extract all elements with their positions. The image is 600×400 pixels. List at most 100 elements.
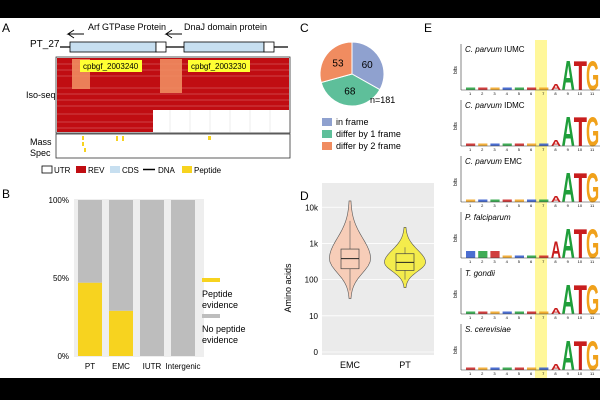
iso-salmon-block-2 [160, 59, 182, 93]
pie-legend-label: differ by 2 frame [336, 141, 401, 151]
top-black-bar [0, 0, 600, 18]
logo-position-tick: 8 [554, 315, 557, 320]
panel-d-y-label: Amino acids [283, 263, 293, 313]
logo-position-tick: 2 [481, 315, 484, 320]
logo-noise-mark [527, 255, 537, 258]
logo-highlight-letter: A [551, 237, 561, 264]
peptide-mark [116, 136, 118, 141]
logo-position-tick: 6 [530, 203, 533, 208]
logo-noise-mark [539, 311, 549, 314]
peptide-mark [82, 142, 84, 146]
pie-legend-swatch [322, 142, 332, 150]
logo-position-tick: 7 [542, 371, 545, 376]
legend-utr-label: UTR [54, 166, 71, 175]
logo-position-tick: 1 [469, 371, 472, 376]
logo-position-tick: 2 [481, 91, 484, 96]
logo-position-tick: 8 [554, 203, 557, 208]
panel-c-pie: 60 68 53 [319, 41, 385, 107]
legend-no-peptide-line2: evidence [202, 335, 238, 345]
logo-noise-mark [539, 255, 549, 258]
logo-noise-mark [490, 367, 500, 370]
logo-position-tick: 1 [469, 259, 472, 264]
logo-atg-letter: T [574, 164, 587, 211]
legend-peptide-label: Peptide [194, 166, 222, 175]
logo-position-tick: 9 [567, 371, 570, 376]
logo-species-label: P. falciparum [465, 213, 511, 222]
logo-position-tick: 4 [506, 91, 509, 96]
logo-position-tick: 9 [567, 259, 570, 264]
panel-d-x-tick: EMC [340, 360, 361, 370]
logo-noise-mark [502, 367, 512, 370]
panel-b-x-tick: IUTR [143, 362, 162, 371]
mass-label-1: Mass [30, 137, 52, 147]
logo-position-tick: 2 [481, 259, 484, 264]
pie-slice [319, 41, 353, 84]
pie-legend-label: in frame [336, 117, 369, 127]
pie-slice [320, 73, 381, 107]
logo-position-tick: 3 [493, 203, 496, 208]
logo-bits-label: bits [453, 346, 459, 354]
gene2-cds [183, 41, 265, 53]
logo-position-tick: 10 [578, 315, 583, 320]
legend-rev-label: REV [88, 166, 105, 175]
legend-no-peptide-line1: No peptide [202, 324, 246, 334]
logo-noise-mark [478, 367, 488, 370]
logo-position-tick: 7 [542, 259, 545, 264]
logo-species-label: C. parvum IUMC [465, 45, 525, 54]
logo-position-tick: 5 [518, 259, 521, 264]
logo-position-tick: 5 [518, 315, 521, 320]
peptide-mark [84, 148, 86, 152]
logo-position-tick: 7 [542, 91, 545, 96]
panel-b-y-axis: 0% 50% 100% [49, 196, 69, 361]
panel-c-legend: in frame differ by 1 frame differ by 2 fra… [322, 117, 401, 151]
figure: A PT_27 Arf GTPase Protein DnaJ domain p… [0, 18, 600, 379]
logo-position-tick: 5 [518, 371, 521, 376]
panel-b-y-tick: 50% [53, 274, 69, 283]
logo-position-tick: 7 [542, 147, 545, 152]
logo-highlight-letter: A [551, 195, 562, 204]
legend-utr-swatch [41, 165, 53, 174]
logo-position-tick: 3 [493, 371, 496, 376]
bar-segment [109, 310, 133, 356]
logo-noise-mark [539, 87, 549, 90]
peptide-mark [82, 136, 84, 140]
bar-segment [78, 200, 102, 283]
panel-b-x-tick: Intergenic [165, 362, 200, 371]
logo-position-tick: 2 [481, 371, 484, 376]
logo-position-tick: 1 [469, 147, 472, 152]
logo-position-tick: 8 [554, 371, 557, 376]
bar-segment [78, 282, 102, 356]
iso-seq-track: cpbgf_2003240 cpbgf_2003230 [55, 56, 291, 134]
logo-noise-mark [478, 199, 488, 202]
panel-b-bars: PT EMC IUTR Intergenic [78, 200, 201, 371]
logo-atg-letter: T [574, 220, 587, 267]
logo-species-label: S. cerevisiae [465, 325, 511, 334]
logo-noise-mark [527, 143, 537, 146]
panel-d-violins: EMC PT [329, 200, 426, 370]
logo-noise-mark [527, 199, 537, 202]
logo-bits-label: bits [453, 66, 459, 74]
logo-highlight-letter: A [551, 83, 562, 92]
logo-position-tick: 9 [567, 91, 570, 96]
logo-position-tick: 8 [554, 259, 557, 264]
logo-atg-letter: G [586, 276, 599, 323]
logo-noise-mark [527, 87, 537, 90]
logo-position-tick: 11 [590, 147, 595, 152]
logo-noise-mark [514, 143, 524, 146]
logo-noise-mark [490, 143, 500, 146]
logo-position-tick: 10 [578, 371, 583, 376]
logo-position-tick: 11 [590, 371, 595, 376]
tag2-bg [188, 60, 250, 72]
logo-position-tick: 2 [481, 203, 484, 208]
legend-peptide-evidence-swatch [202, 278, 220, 282]
highlight-column [535, 40, 547, 378]
logo-noise-mark [514, 199, 524, 202]
logo-position-tick: 3 [493, 315, 496, 320]
logo-atg-letter: G [586, 164, 599, 211]
logo-position-tick: 11 [590, 315, 595, 320]
tag2-label: cpbgf_2003230 [191, 62, 247, 71]
logo-noise-mark [527, 367, 537, 370]
logo-bits-label: bits [453, 290, 459, 298]
logo-position-tick: 11 [590, 91, 595, 96]
